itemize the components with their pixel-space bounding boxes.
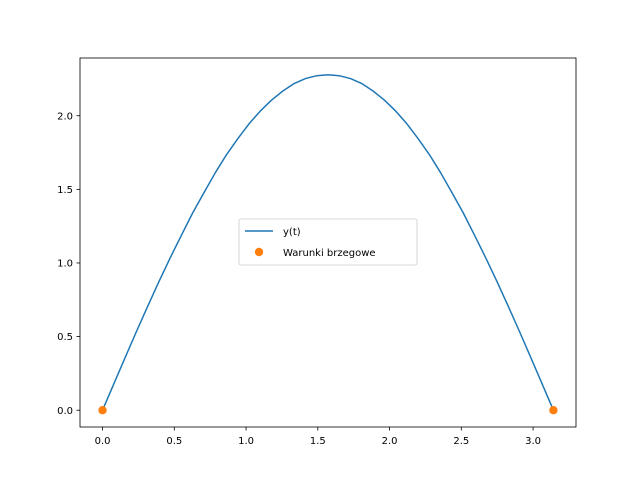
x-tick-label-5: 2.5 <box>453 436 469 447</box>
legend-handle-marker <box>254 247 264 257</box>
legend-label-0: y(t) <box>283 227 301 238</box>
x-tick-label-1: 0.5 <box>166 436 182 447</box>
plot-area <box>98 73 558 415</box>
x-tick-label-6: 3.0 <box>525 436 541 447</box>
y-tick-label-1: 0.5 <box>57 332 73 343</box>
boundary-point-1 <box>549 406 558 415</box>
x-tick-label-3: 1.5 <box>310 436 326 447</box>
y-tick-label-4: 2.0 <box>57 111 73 122</box>
boundary-point-0 <box>98 406 107 415</box>
legend: y(t) Warunki brzegowe <box>238 218 418 266</box>
x-tick-label-0: 0.0 <box>95 436 111 447</box>
x-tick-label-2: 1.0 <box>238 436 254 447</box>
legend-box <box>238 218 418 266</box>
y-tick-label-3: 1.5 <box>57 185 73 196</box>
legend-label-1: Warunki brzegowe <box>283 248 376 259</box>
x-tick-label-4: 2.0 <box>382 436 398 447</box>
series-line-y-t <box>101 73 555 412</box>
axis-ticks: 0.0 0.5 1.0 1.5 2.0 2.5 3.0 0.0 0.5 1.0 1.5 2.0 <box>57 111 541 447</box>
y-tick-label-0: 0.0 <box>57 406 73 417</box>
y-tick-label-2: 1.0 <box>57 259 73 270</box>
axes-frame <box>79 57 577 428</box>
